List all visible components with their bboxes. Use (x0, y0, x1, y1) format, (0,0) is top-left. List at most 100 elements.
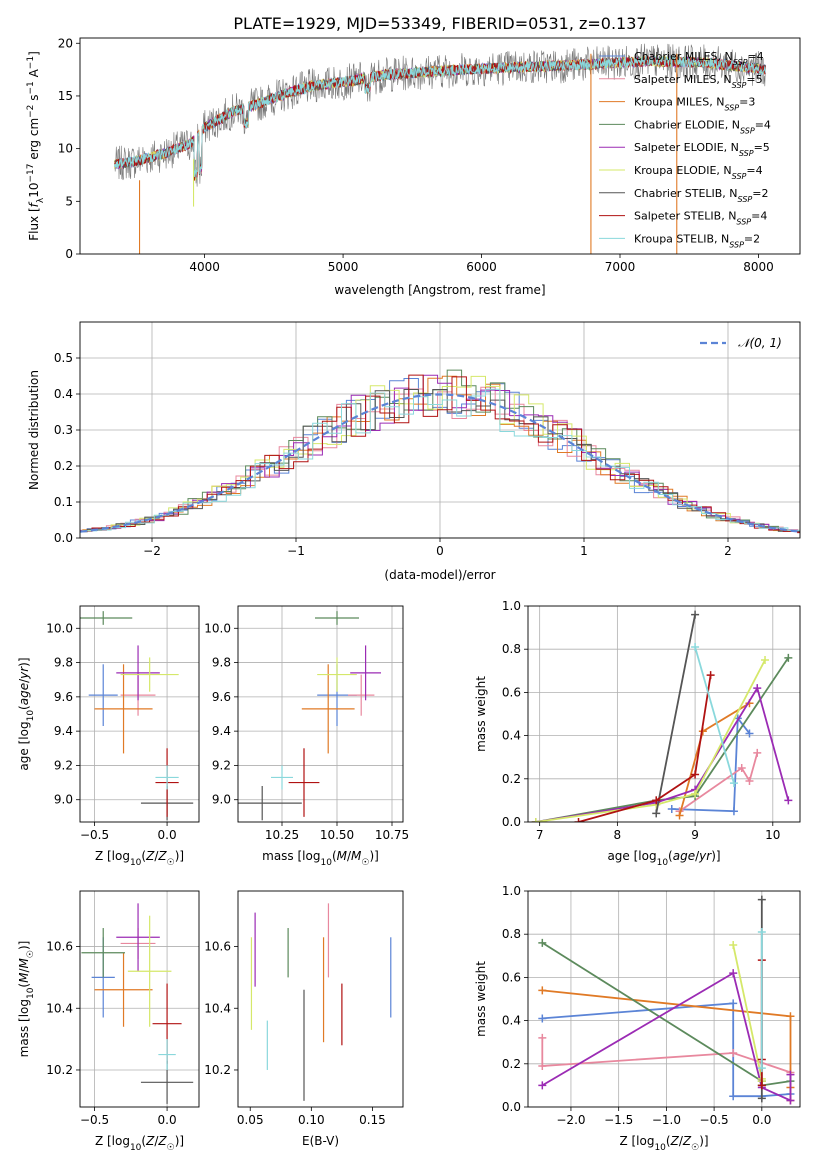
y-tick-label: 10.2 (204, 1063, 231, 1077)
label-part: Z [log (95, 849, 130, 863)
x-tick-label: −0.5 (80, 1113, 109, 1127)
label-part: 10 (130, 858, 142, 868)
axes: 0.05 0.10 0.15 10.2 10.4 10.6 (204, 890, 404, 1127)
legend-label: Salpeter ELODIE, NSSP=5 (634, 141, 770, 158)
label-part: −2 (26, 105, 36, 118)
point-marker (652, 796, 661, 805)
x-tick-label: 10.25 (265, 828, 299, 842)
label-part: 10 (320, 858, 332, 868)
plot-area (238, 606, 403, 822)
label-part: s (27, 94, 41, 104)
label-part: M (337, 849, 348, 863)
x-tick-label: 0.10 (298, 1113, 325, 1127)
y-tick-label: 0.3 (54, 423, 73, 437)
label-part: Z (145, 1134, 155, 1148)
plot-area (250, 903, 392, 1101)
age-vs-metallicity-panel: −0.5 0.09.09.29.49.69.810.0Z [log10(Z/Z☉)… (17, 605, 200, 868)
label-part: Flux [ (27, 207, 41, 240)
legend-n: =2 (744, 232, 760, 245)
spectrum-panel: 4000 5000 6000 7000 8000 0 5 10 15 20 wavelength [… (26, 36, 801, 297)
x-axis-label: age [log10(age/yr)] (607, 849, 720, 868)
x-axis-label: wavelength [Angstrom, rest frame] (334, 283, 545, 297)
legend-n: =3 (739, 96, 755, 109)
point-marker (786, 1096, 795, 1105)
axes-frame (79, 321, 801, 539)
legend-n: =2 (752, 187, 768, 200)
label-part: )] (369, 849, 378, 863)
point-marker (757, 1081, 766, 1090)
point-marker (531, 818, 540, 822)
x-tick-label: 8 (614, 828, 622, 842)
point-marker (745, 776, 754, 785)
label-part: f (27, 201, 41, 207)
axes-frame (79, 37, 801, 255)
y-tick-label: 0.8 (502, 642, 521, 656)
axes-frame (79, 890, 200, 1108)
mass-weight-line (678, 752, 759, 812)
x-axis-label: mass [log10(M/M☉)] (262, 849, 379, 868)
axes-frame (79, 605, 200, 823)
legend-label: Chabrier MILES, NSSP=4 (634, 50, 764, 67)
label-part: Z (670, 1134, 680, 1148)
y-tick-label: 9.6 (212, 690, 231, 704)
y-tick-label: 10.6 (204, 940, 231, 954)
y-axis-label: mass weight (474, 676, 488, 752)
point-marker (786, 1070, 795, 1079)
legend-text: Chabrier ELODIE, N (634, 118, 740, 131)
x-axis-label: Z [log10(Z/Z☉)] (95, 1134, 184, 1153)
legend-sub: SSP (732, 172, 747, 181)
label-part: 10 (657, 858, 669, 868)
x-axis-label: Z [log10(Z/Z☉)] (619, 1134, 708, 1153)
y-axis-label: Normed distribution (27, 370, 41, 490)
y-tick-label: 15 (58, 89, 73, 103)
point-marker (729, 1092, 738, 1101)
legend-n: =4 (747, 50, 763, 63)
y-tick-label: 0.4 (502, 1014, 521, 1028)
x-tick-label: −0.5 (80, 828, 109, 842)
x-tick-label: −1.0 (652, 1113, 681, 1127)
label-part: / (17, 678, 31, 683)
mass-weight-line (578, 674, 712, 822)
axes-frame (237, 890, 404, 1108)
x-tick-label: −0.5 (700, 1113, 729, 1127)
label-part: age [log (607, 849, 656, 863)
label-part: yr (17, 666, 31, 680)
histogram-series-2 (82, 375, 800, 531)
legend-n: =4 (755, 118, 771, 131)
point-marker (729, 969, 738, 978)
label-part: yr (698, 849, 712, 863)
plot-area (114, 43, 766, 254)
point-marker (538, 1033, 547, 1042)
x-tick-label: 4000 (189, 260, 220, 274)
label-part: −17 (26, 163, 36, 182)
y-tick-label: 10.0 (46, 621, 73, 635)
point-marker (667, 805, 676, 814)
y-tick-label: 0.6 (502, 685, 521, 699)
point-marker (757, 895, 766, 904)
label-part: ( (332, 849, 337, 863)
mass-weight-line (655, 614, 696, 814)
mass-weight-line (535, 657, 790, 822)
axes: 10.25 10.50 10.75 9.0 9.2 9.4 9.6 9.8 10.0 (204, 605, 409, 842)
point-marker (729, 779, 738, 788)
legend-n: =5 (746, 73, 762, 86)
x-tick-label: −2 (143, 544, 161, 558)
plot-area (80, 606, 199, 822)
y-tick-label: 0.6 (502, 970, 521, 984)
x-tick-label: 0.15 (359, 1113, 386, 1127)
y-tick-label: 0.5 (54, 351, 73, 365)
point-marker (538, 1014, 547, 1023)
mass-vs-metallicity-panel: −0.5 0.010.210.410.6Z [log10(Z/Z☉)]mass [… (17, 890, 200, 1153)
label-part: / (154, 1134, 159, 1148)
point-marker (745, 729, 754, 738)
histogram-series-4 (80, 374, 800, 533)
x-tick-label: 0 (436, 544, 444, 558)
label-part: −1 (26, 81, 36, 94)
legend-text: Salpeter ELODIE, N (634, 141, 739, 154)
point-marker (538, 938, 547, 947)
label-part: 10 (130, 1143, 142, 1153)
axes-frame (527, 890, 801, 1108)
label-part: / (154, 849, 159, 863)
legend-sub: SSP (729, 240, 744, 249)
point-marker (757, 928, 766, 937)
